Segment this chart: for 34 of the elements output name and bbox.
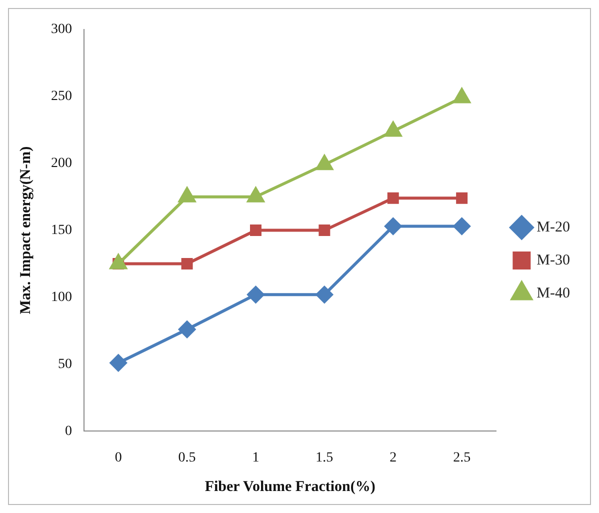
x-tick-label: 1 xyxy=(252,450,260,466)
y-tick-label: 100 xyxy=(51,290,72,305)
y-tick-label: 250 xyxy=(51,89,72,104)
x-tick-label: 0.5 xyxy=(178,450,196,466)
x-tick-label: 0 xyxy=(114,450,122,466)
point xyxy=(316,155,333,170)
point xyxy=(250,224,262,236)
x-tick-label: 2 xyxy=(390,450,397,466)
y-tick-label: 150 xyxy=(51,222,72,238)
point xyxy=(110,354,127,372)
point xyxy=(247,286,264,304)
point xyxy=(318,224,330,236)
x-tick-label: 2.5 xyxy=(453,450,471,466)
point xyxy=(316,286,333,304)
y-tick-label: 50 xyxy=(58,356,72,372)
point xyxy=(181,258,193,270)
point xyxy=(178,320,196,338)
legend-label: M-40 xyxy=(536,285,570,302)
point xyxy=(453,88,470,104)
point xyxy=(384,122,402,137)
x-tick-label: 1.5 xyxy=(316,450,334,466)
y-tick-label: 200 xyxy=(51,156,72,172)
legend-label: M-20 xyxy=(536,219,570,236)
point xyxy=(453,218,470,235)
point xyxy=(247,187,264,202)
point xyxy=(456,192,468,204)
point xyxy=(384,218,402,235)
y-axis-title: Max. Impact energy(N-m) xyxy=(18,146,34,314)
point xyxy=(178,187,196,202)
y-tick-label: 0 xyxy=(65,424,72,439)
x-axis-title: Fiber Volume Fraction(%) xyxy=(204,478,376,495)
legend-label: M-30 xyxy=(536,252,570,268)
y-tick-label: 300 xyxy=(51,22,72,38)
point xyxy=(387,192,399,204)
